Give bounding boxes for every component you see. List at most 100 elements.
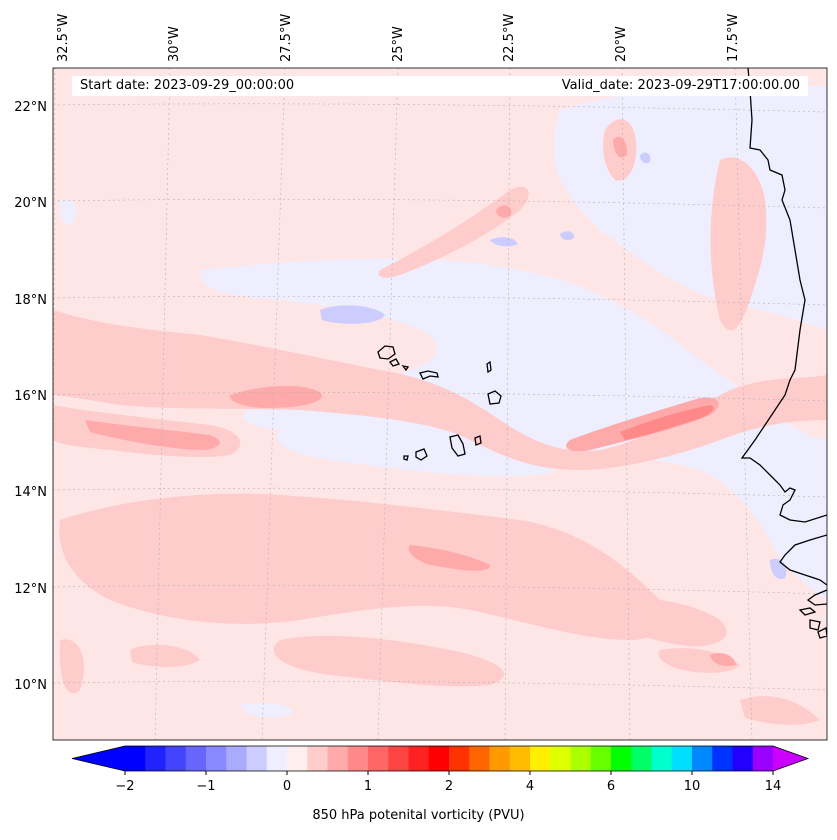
lat-label: 10°N xyxy=(14,678,47,693)
field-blue-spot-1 xyxy=(320,305,385,324)
field-pink-strong-s2 xyxy=(710,653,736,667)
colorbar-swatch xyxy=(428,746,450,771)
map-frame xyxy=(52,67,828,741)
colorbar-swatch xyxy=(185,746,207,771)
colorbar-swatch xyxy=(368,746,389,771)
colorbar-swatch xyxy=(732,746,754,771)
field-blue-spot-3 xyxy=(560,231,575,241)
island-sao-nicolau xyxy=(419,370,439,380)
colorbar-tick-label: 10 xyxy=(684,779,701,794)
island-sal xyxy=(486,360,492,374)
lon-label: 25°W xyxy=(391,26,406,62)
field-pink-max-east xyxy=(620,405,714,440)
lat-label: 18°N xyxy=(14,293,47,308)
field-pink-south-2 xyxy=(273,635,505,687)
island-brava xyxy=(403,455,409,461)
island-maio xyxy=(474,435,482,446)
colorbar-swatch xyxy=(631,746,652,771)
island-boa-vista xyxy=(487,390,502,405)
field-blue-spot-2 xyxy=(490,237,518,247)
lat-label: 14°N xyxy=(14,485,47,500)
colorbar-swatch xyxy=(752,746,774,771)
colorbar-tick-label: −2 xyxy=(115,779,134,794)
african-coast xyxy=(740,68,827,523)
colorbar: −2 −1 0 1 2 4 6 10 14 xyxy=(71,745,810,794)
coastlines xyxy=(377,68,827,639)
field-blue-band-2 xyxy=(277,425,558,477)
lon-label: 30°W xyxy=(167,26,182,62)
colorbar-label: 850 hPa potenital vorticity (PVU) xyxy=(312,808,525,823)
colorbar-swatch xyxy=(145,746,166,771)
colorbar-tick-label: 0 xyxy=(283,779,291,794)
field-blue-west xyxy=(59,198,77,225)
island-sao-vicente xyxy=(389,358,400,367)
field-pink-strong-n xyxy=(496,205,512,218)
field-pink-strong-south xyxy=(408,545,490,571)
island-santiago xyxy=(449,434,466,457)
colorbar-tick-label: 14 xyxy=(765,779,782,794)
colorbar-under-arrow xyxy=(72,746,125,771)
colorbar-swatch xyxy=(651,746,673,771)
colorbar-swatch xyxy=(570,746,592,771)
colorbar-over-arrow xyxy=(773,746,808,771)
date-banner: Start date: 2023-09-29_00:00:00 Valid_da… xyxy=(72,76,808,96)
colorbar-swatch xyxy=(408,746,430,771)
colorbar-swatch xyxy=(671,746,693,771)
lat-label: 12°N xyxy=(14,582,47,597)
field-pink-band-main xyxy=(53,310,827,470)
colorbar-tick-label: 1 xyxy=(364,779,372,794)
start-date: Start date: 2023-09-29_00:00:00 xyxy=(80,78,295,93)
colorbar-swatch xyxy=(611,746,632,771)
colorbar-tick-label: −1 xyxy=(196,779,215,794)
colorbar-swatch xyxy=(530,746,551,771)
field-pink-strong-ne xyxy=(613,136,628,158)
colorbar-swatch xyxy=(307,746,328,771)
lat-label: 20°N xyxy=(14,196,47,211)
colorbar-swatch xyxy=(550,746,571,771)
colorbar-swatch xyxy=(226,746,247,771)
island-fogo xyxy=(415,448,428,461)
colorbar-swatch xyxy=(469,746,490,771)
island-santo-antao xyxy=(377,345,396,360)
field-pink-mid-1 xyxy=(180,554,240,583)
field-blue-spot-4 xyxy=(640,152,651,164)
colorbar-tick-label: 2 xyxy=(445,779,453,794)
lon-label: 17.5°W xyxy=(726,14,741,62)
colorbar-swatch xyxy=(266,746,288,771)
field-pink-north-streak xyxy=(378,186,529,278)
field-pink-coast xyxy=(710,157,767,331)
coast-casamance xyxy=(779,534,827,586)
colorbar-swatch xyxy=(692,746,713,771)
valid-date: Valid_date: 2023-09-29T17:00:00.00 xyxy=(561,78,800,93)
lat-labels: 22°N 20°N 18°N 16°N 14°N 12°N 10°N xyxy=(14,100,47,693)
pv-field xyxy=(53,68,827,740)
lon-label: 32.5°W xyxy=(56,14,71,62)
field-pink-strong-band xyxy=(229,385,322,408)
island-santa-luzia xyxy=(401,365,410,372)
colorbar-swatch xyxy=(712,746,733,771)
coast-guinea-bissau xyxy=(806,589,827,606)
colorbar-swatch xyxy=(509,746,531,771)
colorbar-tick-label: 6 xyxy=(607,779,615,794)
colorbar-swatch xyxy=(449,746,470,771)
lon-label: 20°W xyxy=(614,26,629,62)
colorbar-swatch xyxy=(388,746,409,771)
graticule xyxy=(53,68,827,740)
colorbar-swatch xyxy=(206,746,227,771)
coast-bijagos xyxy=(798,607,827,639)
field-pink-south-5 xyxy=(59,639,84,694)
colorbar-swatch xyxy=(246,746,268,771)
lon-label: 27.5°W xyxy=(279,14,294,62)
colorbar-tick-label: 4 xyxy=(526,779,534,794)
field-blue-small-1 xyxy=(240,703,292,718)
field-pink-strong-west xyxy=(85,420,220,450)
field-pink-south-large xyxy=(59,493,669,640)
colorbar-swatch xyxy=(489,746,511,771)
colorbar-swatch xyxy=(590,746,612,771)
lat-label: 22°N xyxy=(14,100,47,115)
colorbar-swatch xyxy=(347,746,369,771)
colorbar-swatch xyxy=(287,746,308,771)
lon-labels: 32.5°W 30°W 27.5°W 25°W 22.5°W 20°W 17.5… xyxy=(56,14,741,62)
